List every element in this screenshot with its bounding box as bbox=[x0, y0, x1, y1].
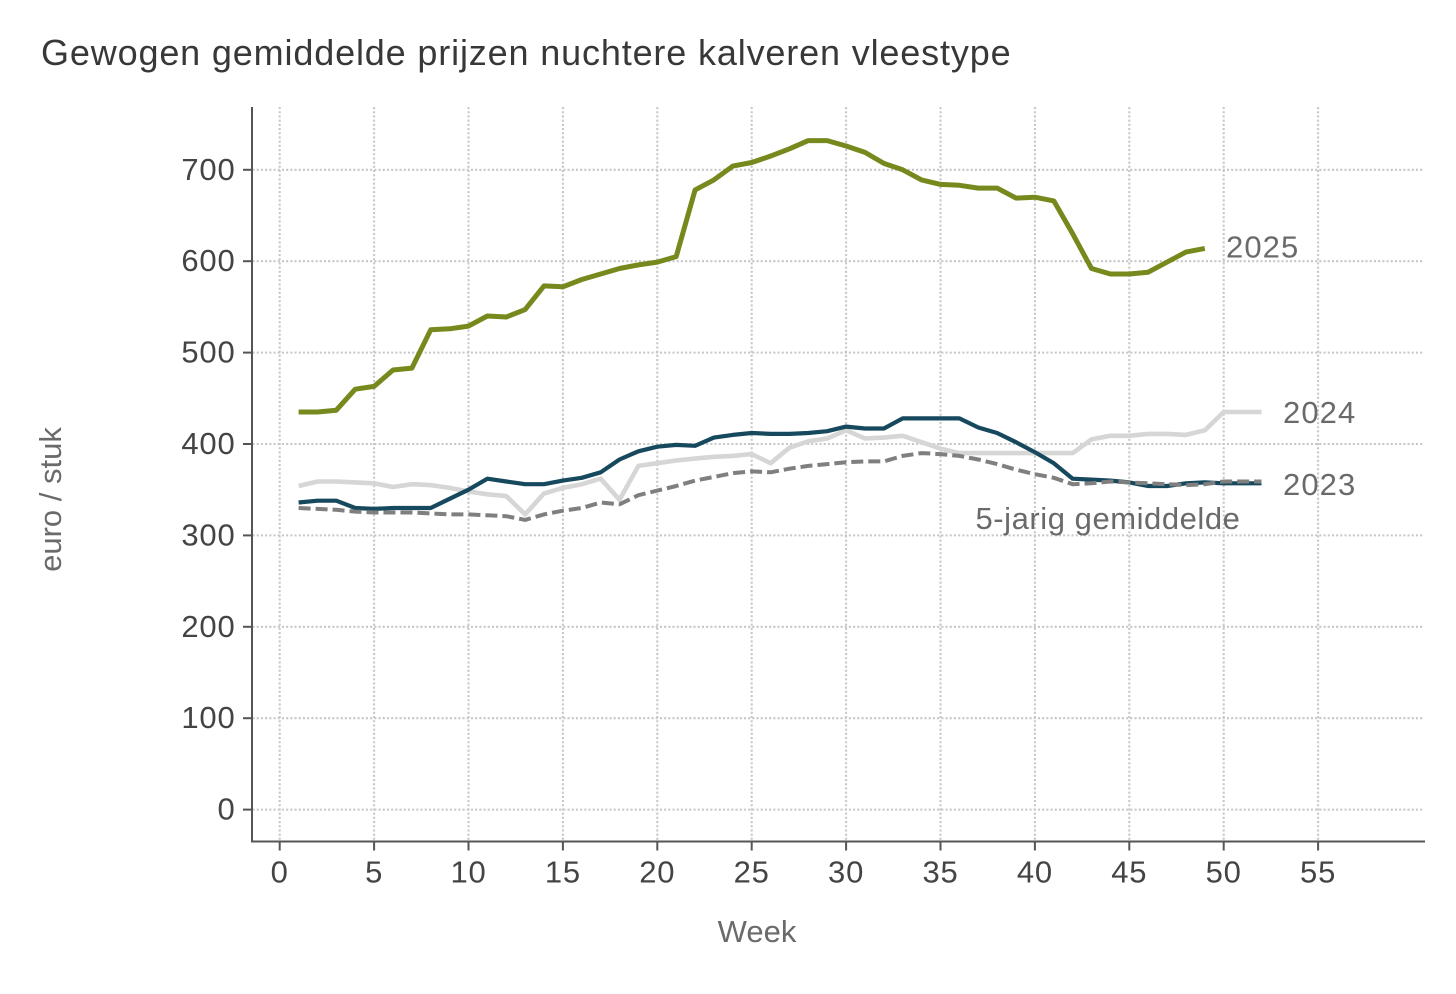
svg-text:300: 300 bbox=[181, 517, 235, 552]
svg-text:5-jarig gemiddelde: 5-jarig gemiddelde bbox=[976, 501, 1241, 536]
svg-text:45: 45 bbox=[1111, 855, 1147, 890]
svg-text:200: 200 bbox=[181, 609, 235, 644]
svg-text:20: 20 bbox=[639, 855, 675, 890]
svg-text:2023: 2023 bbox=[1283, 467, 1356, 502]
svg-text:Gewogen gemiddelde prijzen nuc: Gewogen gemiddelde prijzen nuchtere kalv… bbox=[41, 32, 1011, 73]
svg-text:15: 15 bbox=[545, 855, 581, 890]
svg-text:40: 40 bbox=[1017, 855, 1053, 890]
svg-text:25: 25 bbox=[734, 855, 770, 890]
svg-text:5: 5 bbox=[365, 855, 383, 890]
svg-text:Week: Week bbox=[718, 914, 797, 949]
svg-text:euro / stuk: euro / stuk bbox=[33, 427, 68, 572]
svg-text:2025: 2025 bbox=[1226, 229, 1299, 264]
svg-text:0: 0 bbox=[271, 855, 289, 890]
svg-text:700: 700 bbox=[181, 152, 235, 187]
svg-text:30: 30 bbox=[828, 855, 864, 890]
svg-text:55: 55 bbox=[1300, 855, 1336, 890]
svg-text:400: 400 bbox=[181, 426, 235, 461]
svg-text:0: 0 bbox=[217, 792, 235, 827]
svg-text:2024: 2024 bbox=[1283, 395, 1356, 430]
svg-text:10: 10 bbox=[450, 855, 486, 890]
svg-text:500: 500 bbox=[181, 335, 235, 370]
svg-text:100: 100 bbox=[181, 700, 235, 735]
svg-text:600: 600 bbox=[181, 243, 235, 278]
svg-text:35: 35 bbox=[922, 855, 958, 890]
svg-text:50: 50 bbox=[1206, 855, 1242, 890]
